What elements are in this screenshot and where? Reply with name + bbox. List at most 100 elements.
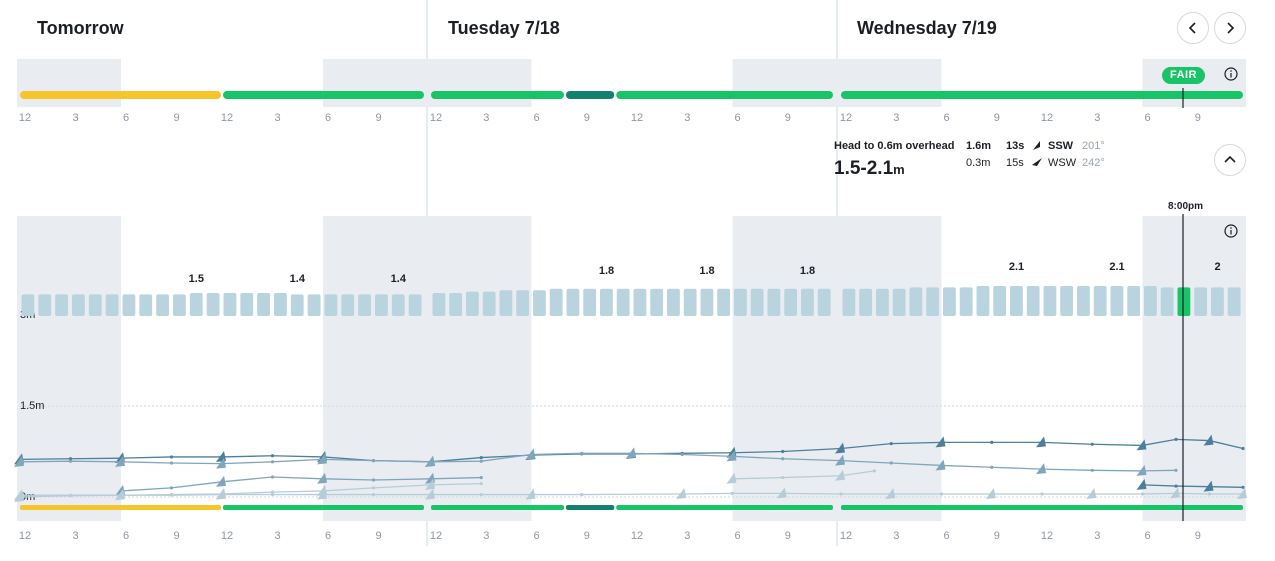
swell-direction-arrow	[1237, 487, 1247, 499]
rating-bar-segment	[616, 505, 833, 510]
swell-direction-arrow	[935, 459, 946, 471]
surf-height-bar	[499, 290, 513, 316]
surf-height-bar	[667, 288, 680, 316]
hour-tick-label: 6	[943, 530, 949, 542]
surf-height-bar	[156, 294, 169, 316]
rating-badge: FAIR	[1162, 67, 1206, 84]
swell-direction-arrow	[425, 455, 435, 467]
swell-point	[479, 475, 483, 480]
swell-direction-arrow	[115, 489, 125, 501]
rating-bar-segment	[431, 505, 564, 510]
surf-height-bar	[650, 288, 664, 316]
surf-height-label: 1.4	[290, 273, 306, 285]
rating-bar-segment	[841, 505, 1243, 510]
swell-point	[169, 461, 174, 465]
swell-direction-arrow	[835, 454, 845, 466]
swell-period: 15s	[1006, 157, 1024, 169]
next-day-button[interactable]	[1214, 12, 1246, 44]
surf-height-bar	[633, 288, 647, 316]
surf-range: 1.5-2.1m	[834, 158, 905, 180]
surf-height-bar	[1194, 287, 1208, 316]
hour-tick-label: 6	[943, 112, 949, 124]
swell-point	[169, 455, 174, 459]
hour-tick-label: 3	[1094, 530, 1100, 542]
hour-tick-label: 12	[1041, 112, 1053, 124]
hour-tick-label: 12	[19, 530, 31, 542]
surf-height-bar	[533, 290, 546, 316]
hour-tick-label: 12	[430, 530, 442, 542]
surf-height-bar	[21, 294, 35, 316]
surf-height-bar	[482, 291, 496, 316]
surf-height-bar	[55, 294, 68, 316]
hour-tick-label: 9	[1195, 530, 1201, 542]
hour-tick-label: 3	[274, 112, 280, 124]
surf-height-bar	[976, 286, 990, 316]
surf-height-label: 1.5	[189, 273, 204, 285]
swell-direction-arrow	[676, 487, 687, 499]
surf-height-bar	[842, 288, 856, 316]
hour-tick-label: 12	[631, 112, 643, 124]
surf-height-bar	[926, 287, 940, 316]
info-icon[interactable]	[1224, 67, 1238, 81]
swell-series-line	[1142, 484, 1244, 488]
swell-point	[270, 492, 275, 497]
swell-direction-arrow	[835, 442, 845, 454]
surf-height-bar	[943, 287, 956, 316]
swell-direction: SSW	[1048, 140, 1074, 152]
hour-tick-label: 9	[584, 530, 590, 542]
surf-height-bar	[959, 287, 973, 316]
swell-direction-arrow	[835, 469, 845, 481]
hour-tick-label: 3	[684, 530, 690, 542]
hour-tick-label: 9	[1195, 112, 1201, 124]
swell-point	[1174, 437, 1178, 441]
swell-point	[680, 452, 684, 457]
swell-direction-arrow	[425, 488, 435, 500]
swell-height: 1.6m	[966, 140, 992, 152]
previous-day-button[interactable]	[1177, 12, 1209, 44]
surf-height-bar	[375, 294, 388, 316]
swell-direction-arrow	[216, 488, 226, 500]
swell-direction-arrow	[317, 453, 327, 465]
surf-height-bar	[324, 294, 338, 316]
surf-height-bar	[549, 288, 563, 316]
swell-degrees: 242°	[1082, 157, 1105, 169]
swell-point	[730, 491, 735, 495]
surf-height-bar	[1060, 286, 1074, 316]
swell-height: 0.3m	[966, 157, 991, 169]
hour-tick-label: 9	[375, 112, 381, 124]
swell-point	[68, 457, 73, 461]
swell-direction-arrow	[1203, 434, 1214, 446]
rating-bar-segment	[223, 91, 424, 99]
swell-direction-arrow	[626, 447, 636, 459]
swell-point	[479, 492, 483, 497]
hour-tick-label: 3	[684, 112, 690, 124]
hour-tick-label: 12	[840, 112, 852, 124]
swell-direction-icon	[1033, 141, 1040, 150]
surf-height-bar	[72, 294, 85, 316]
rating-bar-segment	[841, 91, 1243, 99]
surf-height-label: 2.1	[1109, 261, 1124, 273]
hour-tick-label: 9	[173, 530, 179, 542]
swell-point	[1241, 485, 1245, 489]
swell-direction-arrow	[317, 472, 327, 484]
swell-direction-arrow	[885, 487, 896, 499]
surf-info-icon[interactable]	[1224, 224, 1238, 238]
surf-height-bar	[432, 293, 446, 316]
hour-tick-label: 6	[533, 112, 539, 124]
swell-direction-arrow	[216, 475, 226, 487]
y-axis-label: 1.5m	[20, 400, 44, 412]
hour-tick-label: 6	[325, 112, 331, 124]
swell-point	[781, 449, 785, 454]
swell-direction-arrow	[1203, 480, 1214, 492]
swell-point	[580, 451, 584, 455]
swell-point	[1241, 446, 1245, 451]
surf-height-bar	[1127, 286, 1141, 316]
collapse-button[interactable]	[1214, 144, 1246, 176]
hour-tick-label: 6	[1144, 530, 1150, 542]
swell-direction-arrow	[1036, 436, 1046, 448]
surf-height-bar	[516, 290, 530, 316]
surf-height-bar	[993, 286, 1007, 316]
surf-height-bar	[257, 293, 270, 316]
surf-height-bar	[1177, 287, 1191, 316]
